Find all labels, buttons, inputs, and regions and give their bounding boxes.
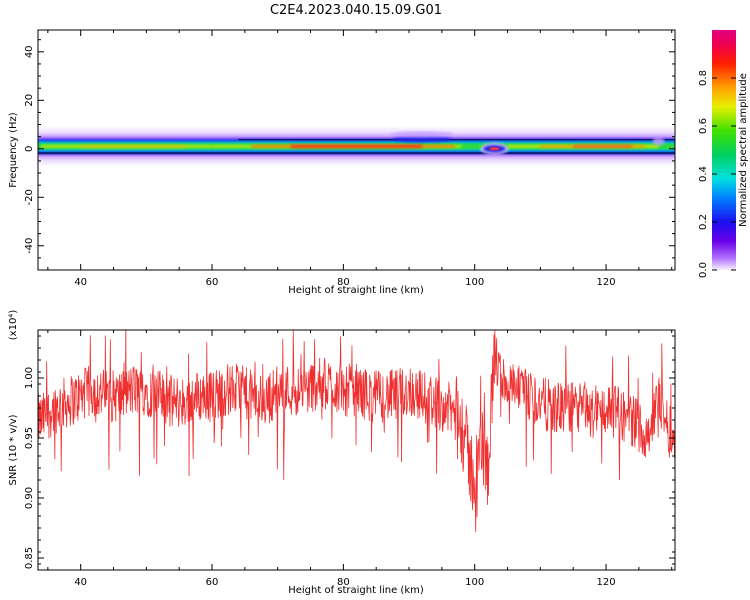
y-tick-label: 0.95 xyxy=(24,427,35,449)
spectral-band xyxy=(38,128,675,165)
x-tick-label: 80 xyxy=(337,277,350,288)
figure-title: C2E4.2023.040.15.09.G01 xyxy=(270,3,442,18)
band-dip-core xyxy=(489,147,500,151)
colorbar-tick-label: 0.0 xyxy=(698,262,709,278)
colorbar-tick-label: 0.8 xyxy=(698,70,709,86)
colorbar-label: Normalized spectral amplitude xyxy=(738,73,749,227)
snr-frame xyxy=(37,329,676,571)
snr-y-multiplier: (x10⁴) xyxy=(8,310,19,341)
snr-x-label: Height of straight line (km) xyxy=(288,585,424,596)
y-tick-label: 40 xyxy=(24,45,35,58)
spectrogram-y-label: Frequency (Hz) xyxy=(8,112,19,188)
x-tick-label: 100 xyxy=(465,577,484,588)
x-tick-label: 80 xyxy=(337,577,350,588)
band-core-streak xyxy=(573,144,633,148)
spectrogram-y-ticks: -40 -20 0 20 40 xyxy=(24,39,675,271)
snr-line xyxy=(38,330,675,533)
colorbar: 0.0 0.2 0.4 0.6 0.8 Normalized spectral ampl… xyxy=(698,30,749,278)
x-tick-label: 120 xyxy=(596,577,615,588)
x-tick-label: 40 xyxy=(74,277,87,288)
y-tick-label: 0.90 xyxy=(24,487,35,509)
x-tick-label: 100 xyxy=(465,277,484,288)
band-core-streak xyxy=(80,144,186,148)
band-upper-edge xyxy=(238,138,675,141)
x-tick-label: 40 xyxy=(74,577,87,588)
band-blip xyxy=(652,137,665,146)
y-tick-label: 1.00 xyxy=(24,367,35,389)
band-lower-edge xyxy=(38,152,675,155)
band-core-streak xyxy=(290,144,423,148)
snr-panel: 40 60 80 100 120 0.85 0.90 0.95 1.00 Height of … xyxy=(8,310,676,596)
colorbar-tick-label: 0.4 xyxy=(698,166,709,182)
spectrogram-panel: 40 60 80 100 120 -40 -20 0 20 40 Height of strai… xyxy=(8,29,676,296)
spectrogram-x-label: Height of straight line (km) xyxy=(288,285,424,296)
colorbar-ticks: 0.0 0.2 0.4 0.6 0.8 xyxy=(698,70,736,278)
x-tick-label: 120 xyxy=(596,277,615,288)
spectrogram-frame xyxy=(37,29,676,271)
snr-series xyxy=(38,330,675,533)
y-tick-label: 0 xyxy=(24,146,35,152)
colorbar-tick-label: 0.6 xyxy=(698,118,709,134)
snr-x-ticks: 40 60 80 100 120 xyxy=(47,330,673,588)
spectrogram-x-ticks: 40 60 80 100 120 xyxy=(47,30,673,288)
colorbar-tick-label: 0.2 xyxy=(698,214,709,230)
band-broadening xyxy=(392,136,453,143)
x-tick-label: 60 xyxy=(206,277,219,288)
snr-y-label: SNR (10 * v/v) xyxy=(8,414,19,485)
y-tick-label: -20 xyxy=(24,189,35,205)
band-broadening-halo xyxy=(390,131,455,138)
colorbar-gradient xyxy=(712,30,736,270)
snr-y-ticks: 0.85 0.90 0.95 1.00 xyxy=(24,335,675,569)
x-tick-label: 60 xyxy=(206,577,219,588)
y-tick-label: 20 xyxy=(24,94,35,107)
y-tick-label: -40 xyxy=(24,238,35,254)
y-tick-label: 0.85 xyxy=(24,547,35,569)
